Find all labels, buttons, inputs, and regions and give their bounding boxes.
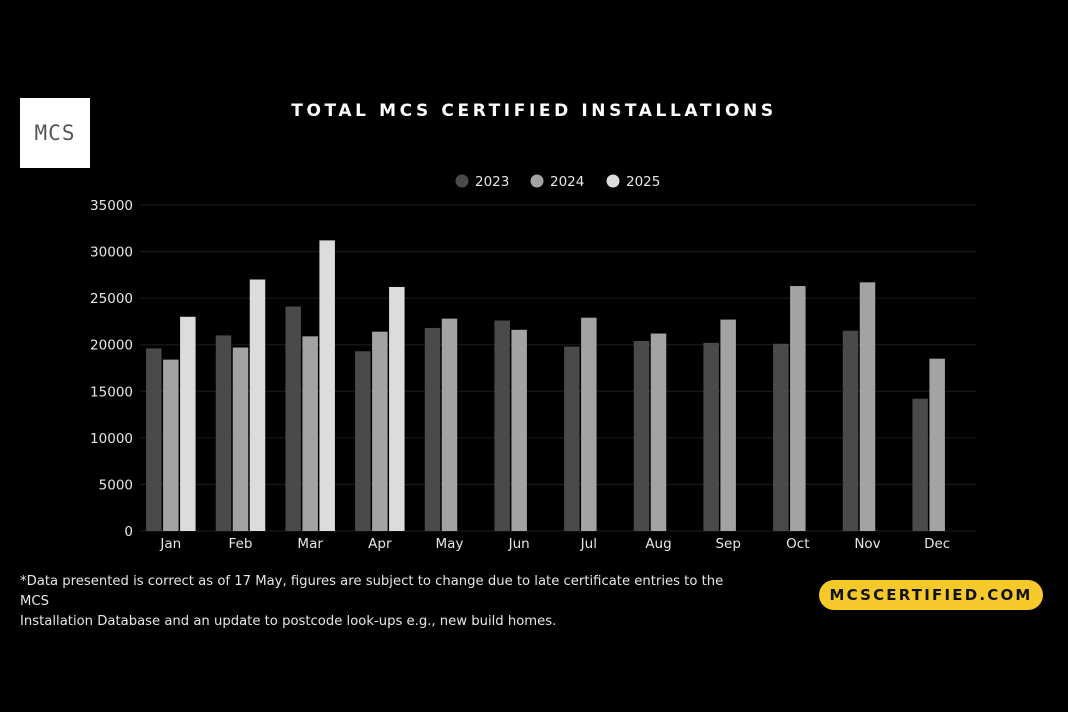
legend-label-2025: 2025 (626, 174, 660, 190)
y-tick-label: 30000 (90, 245, 133, 261)
y-tick-label: 0 (124, 524, 133, 540)
x-tick-label: Jul (580, 536, 597, 552)
legend-marker-2024 (530, 174, 544, 188)
x-tick-label: Feb (229, 536, 253, 552)
x-tick-label: Jun (508, 536, 530, 552)
bar-2024-nov (859, 282, 876, 531)
mcs-logo: MCS (20, 98, 90, 168)
bar-2024-jun (511, 329, 527, 531)
bar-2024-apr (372, 331, 388, 531)
legend-marker-2025 (606, 174, 620, 188)
x-tick-label: Mar (297, 536, 323, 552)
bar-2025-feb (249, 279, 266, 531)
x-tick-label: Jan (159, 536, 181, 552)
bar-2023-nov (842, 330, 859, 531)
data-footnote: *Data presented is correct as of 17 May,… (20, 572, 740, 632)
x-tick-label: Oct (786, 536, 809, 552)
bar-2024-mar (302, 336, 318, 531)
grid-lines (140, 204, 976, 532)
y-tick-label: 15000 (90, 384, 133, 400)
x-tick-label: Sep (715, 536, 740, 552)
y-tick-label: 20000 (90, 338, 133, 354)
chart-title: TOTAL MCS CERTIFIED INSTALLATIONS (291, 101, 777, 121)
bar-2023-may (424, 327, 441, 531)
bar-2023-mar (285, 306, 301, 531)
bar-2025-mar (319, 240, 335, 531)
bar-2023-aug (633, 340, 650, 531)
legend-marker-2023 (455, 174, 469, 188)
bar-2025-jan (180, 316, 196, 531)
y-tick-label: 25000 (90, 291, 133, 307)
y-tick-label: 35000 (90, 198, 133, 214)
y-tick-label: 10000 (90, 431, 133, 447)
x-axis-tick-labels: Jan Feb Mar Apr May Jun Jul Aug Sep Oct Nov Dec (159, 536, 950, 552)
x-tick-label: Dec (924, 536, 950, 552)
y-axis-tick-labels: 0 5000 10000 15000 20000 25000 30000 35000 (90, 198, 133, 540)
bar-2023-jun (494, 320, 510, 531)
bar-2024-feb (232, 347, 249, 531)
x-tick-label: Aug (645, 536, 671, 552)
bar-2023-sep (703, 342, 719, 531)
website-link-button[interactable]: MCSCERTIFIED.COM (819, 580, 1043, 610)
x-tick-label: May (436, 536, 464, 552)
bar-2023-jul (564, 346, 580, 531)
bar-2023-jan (146, 348, 162, 531)
bar-2024-aug (650, 333, 667, 531)
x-tick-label: Nov (854, 536, 880, 552)
legend-label-2024: 2024 (550, 174, 584, 190)
legend-label-2023: 2023 (475, 174, 509, 190)
bar-2025-apr (389, 286, 405, 531)
y-tick-label: 5000 (99, 477, 133, 493)
bar-2023-oct (773, 343, 789, 531)
legend: 2023 2024 2025 (455, 174, 660, 190)
footnote-line-1: *Data presented is correct as of 17 May,… (20, 574, 724, 609)
bar-2024-dec (929, 358, 945, 531)
footnote-line-2: Installation Database and an update to p… (20, 614, 557, 629)
bar-2024-may (441, 318, 458, 531)
bar-2024-jul (581, 317, 597, 531)
mcs-logo-text: MCS (34, 121, 76, 145)
bars (146, 240, 945, 531)
x-tick-label: Apr (368, 536, 392, 552)
bar-2024-sep (720, 319, 736, 531)
bar-2023-dec (912, 398, 928, 531)
bar-2023-feb (215, 335, 232, 531)
bar-2024-oct (790, 286, 806, 531)
bar-2023-apr (355, 351, 371, 531)
bar-2024-jan (163, 359, 179, 531)
